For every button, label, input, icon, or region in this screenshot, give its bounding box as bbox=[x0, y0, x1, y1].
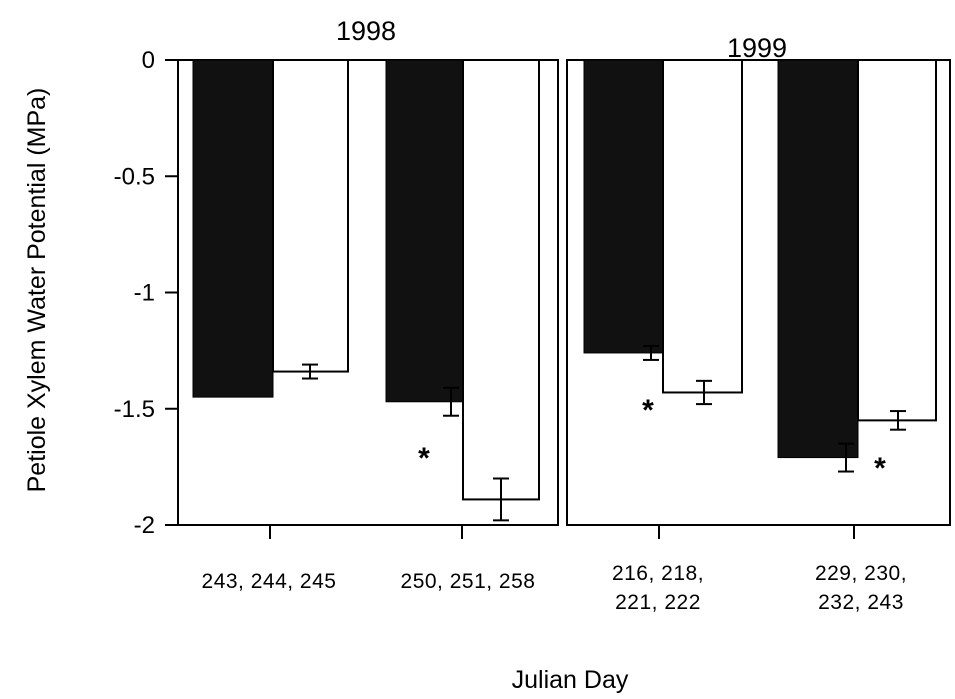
panel-1998: 1998 243, 244, 245 250, 251, 258 * bbox=[177, 16, 559, 593]
error-bar bbox=[443, 386, 459, 417]
x-tick-label-line: 243, 244, 245 bbox=[202, 570, 337, 593]
y-axis-title: Petiole Xylem Water Potential (MPa) bbox=[23, 88, 51, 493]
x-tick-label-line: 221, 222 bbox=[615, 591, 701, 614]
bar bbox=[192, 59, 274, 398]
x-axis-title: Julian Day bbox=[512, 666, 629, 694]
significance-marker: * bbox=[418, 442, 430, 475]
y-tick-label: -1.5 bbox=[114, 396, 155, 423]
error-bar bbox=[890, 410, 906, 431]
bar bbox=[385, 59, 464, 403]
x-tick-label-line: 250, 251, 258 bbox=[401, 570, 536, 593]
error-bar bbox=[643, 344, 659, 361]
y-axis: 0 -0.5 -1 -1.5 -2 bbox=[114, 47, 178, 539]
panel-title: 1998 bbox=[336, 16, 396, 46]
error-bar bbox=[838, 442, 854, 473]
x-tick-label: 243, 244, 245 bbox=[202, 570, 337, 593]
panel-frame bbox=[566, 59, 951, 526]
bar bbox=[662, 59, 743, 394]
y-tick-label: -2 bbox=[134, 512, 155, 539]
bar bbox=[272, 59, 349, 373]
error-bar bbox=[302, 363, 318, 380]
significance-marker: * bbox=[874, 452, 886, 485]
bar bbox=[583, 59, 664, 354]
y-tick-label: -0.5 bbox=[114, 163, 155, 190]
bar bbox=[462, 59, 540, 501]
y-tick-label: -1 bbox=[134, 280, 155, 307]
x-tick-label: 229, 230, 232, 243 bbox=[815, 562, 907, 614]
significance-marker: * bbox=[642, 394, 654, 427]
error-bar bbox=[696, 379, 712, 406]
error-bar bbox=[493, 477, 509, 522]
x-tick-label-line: 216, 218, bbox=[612, 562, 704, 585]
panel-1999: 1999 216, 218, 221, 222 229, 230, 232, 243 * * bbox=[566, 33, 951, 614]
bar bbox=[777, 59, 859, 459]
panel-frame bbox=[177, 59, 559, 526]
x-tick-label: 250, 251, 258 bbox=[401, 570, 536, 593]
x-tick-label: 216, 218, 221, 222 bbox=[612, 562, 704, 614]
y-tick-label: 0 bbox=[142, 47, 155, 74]
x-tick-label-line: 232, 243 bbox=[818, 591, 904, 614]
panel-title: 1999 bbox=[727, 33, 787, 63]
bar bbox=[857, 59, 937, 422]
x-tick-label-line: 229, 230, bbox=[815, 562, 907, 585]
